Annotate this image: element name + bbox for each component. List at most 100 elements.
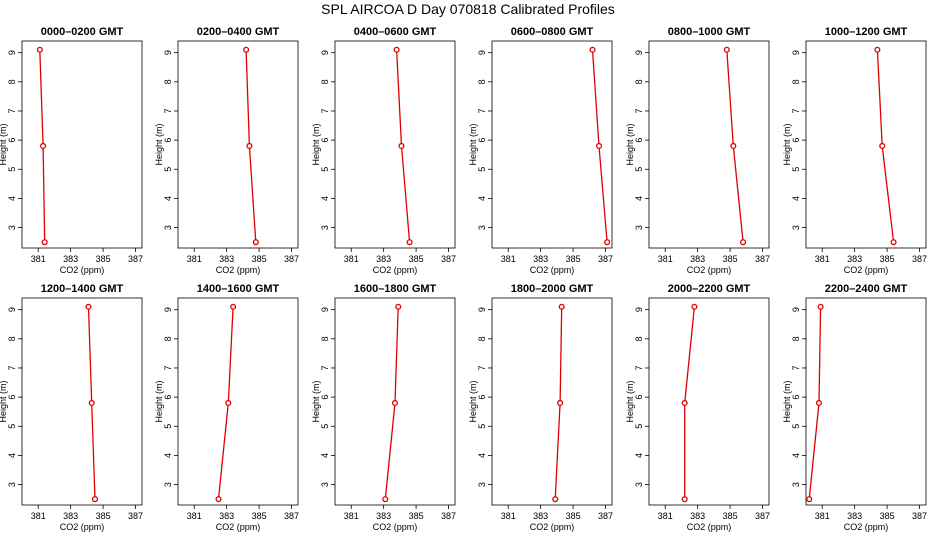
x-tick-label: 387 — [598, 254, 613, 264]
y-tick-label: 6 — [320, 395, 330, 400]
y-tick-label: 7 — [791, 365, 801, 370]
x-tick-label: 387 — [755, 254, 770, 264]
y-tick-label: 9 — [477, 307, 487, 312]
y-tick-label: 8 — [320, 336, 330, 341]
data-point — [246, 142, 253, 150]
y-tick-label: 6 — [163, 138, 173, 143]
y-tick-label: 9 — [163, 50, 173, 55]
x-tick-label: 383 — [690, 254, 705, 264]
x-tick-label: 381 — [344, 511, 359, 521]
data-point — [225, 399, 232, 407]
x-tick-label: 381 — [31, 254, 46, 264]
y-tick-label: 6 — [163, 395, 173, 400]
data-point — [395, 303, 402, 310]
data-point — [85, 303, 92, 310]
x-tick-label: 387 — [128, 511, 143, 521]
y-tick-label: 7 — [7, 108, 17, 113]
data-point — [691, 303, 698, 310]
plot-frame — [21, 297, 143, 506]
y-tick-label: 4 — [320, 196, 330, 201]
y-axis-label: Height (m) — [625, 123, 635, 165]
y-tick-label: 3 — [791, 482, 801, 487]
y-tick-label: 4 — [634, 196, 644, 201]
data-point — [557, 399, 564, 407]
y-tick-label: 4 — [320, 453, 330, 458]
x-tick-label: 387 — [755, 511, 770, 521]
y-tick-label: 5 — [634, 424, 644, 429]
x-tick-label: 381 — [187, 511, 202, 521]
x-tick-label: 383 — [533, 511, 548, 521]
y-tick-label: 9 — [320, 50, 330, 55]
data-point — [681, 496, 688, 503]
plot-frame — [177, 297, 299, 506]
y-tick-label: 4 — [634, 453, 644, 458]
plot-frame — [177, 40, 299, 249]
y-tick-label: 8 — [477, 336, 487, 341]
data-point — [552, 496, 559, 503]
y-tick-label: 4 — [7, 453, 17, 458]
data-point — [40, 142, 47, 150]
data-point — [88, 399, 95, 407]
data-point — [230, 303, 237, 310]
data-point — [723, 46, 730, 53]
panel-title: 1000–1200 GMT — [825, 26, 908, 38]
data-point — [391, 399, 399, 407]
x-tick-label: 383 — [847, 511, 862, 521]
x-axis-label: CO2 (ppm) — [530, 265, 575, 275]
y-tick-label: 9 — [7, 307, 17, 312]
x-axis-label: CO2 (ppm) — [216, 265, 261, 275]
x-axis-label: CO2 (ppm) — [687, 522, 732, 532]
plot-frame — [805, 297, 927, 506]
y-tick-label: 9 — [791, 307, 801, 312]
x-tick-label: 381 — [658, 511, 673, 521]
x-tick-label: 387 — [912, 254, 927, 264]
y-tick-label: 3 — [477, 482, 487, 487]
x-tick-label: 381 — [815, 511, 830, 521]
data-point — [874, 46, 881, 53]
y-axis-label: Height (m) — [154, 380, 164, 422]
x-tick-label: 381 — [344, 254, 359, 264]
x-axis-label: CO2 (ppm) — [216, 522, 261, 532]
y-tick-label: 9 — [634, 307, 644, 312]
y-tick-label: 6 — [791, 395, 801, 400]
y-axis-label: Height (m) — [0, 380, 8, 422]
panel-title: 2200–2400 GMT — [825, 283, 908, 295]
y-tick-label: 5 — [477, 167, 487, 172]
x-tick-label: 385 — [880, 254, 895, 264]
data-point — [817, 303, 824, 310]
y-tick-label: 6 — [791, 138, 801, 143]
y-tick-label: 4 — [477, 453, 487, 458]
data-point — [382, 496, 389, 503]
x-tick-label: 385 — [566, 254, 581, 264]
y-tick-label: 9 — [163, 307, 173, 312]
x-tick-label: 385 — [252, 511, 267, 521]
panel-title: 1400–1600 GMT — [197, 283, 280, 295]
y-tick-label: 4 — [163, 453, 173, 458]
data-point — [815, 399, 823, 407]
x-tick-label: 381 — [31, 511, 46, 521]
x-tick-label: 385 — [723, 511, 738, 521]
data-point — [806, 496, 813, 503]
y-tick-label: 8 — [791, 79, 801, 84]
data-point — [36, 46, 43, 53]
y-tick-label: 7 — [320, 108, 330, 113]
x-axis-label: CO2 (ppm) — [60, 522, 105, 532]
x-axis-label: CO2 (ppm) — [373, 265, 418, 275]
y-tick-label: 7 — [477, 108, 487, 113]
y-tick-label: 6 — [477, 395, 487, 400]
data-point — [41, 239, 48, 246]
y-axis-label: Height (m) — [311, 123, 321, 165]
plot-frame — [648, 40, 770, 249]
y-tick-label: 4 — [477, 196, 487, 201]
x-tick-label: 387 — [441, 511, 456, 521]
x-tick-label: 381 — [658, 254, 673, 264]
x-axis-label: CO2 (ppm) — [844, 522, 889, 532]
y-tick-label: 8 — [163, 79, 173, 84]
data-point — [589, 46, 596, 53]
y-tick-label: 4 — [791, 453, 801, 458]
panel-title: 2000–2200 GMT — [668, 283, 751, 295]
y-axis-label: Height (m) — [0, 123, 8, 165]
x-axis-label: CO2 (ppm) — [687, 265, 732, 275]
panel-title: 0000–0200 GMT — [41, 26, 124, 38]
data-point — [595, 142, 603, 150]
